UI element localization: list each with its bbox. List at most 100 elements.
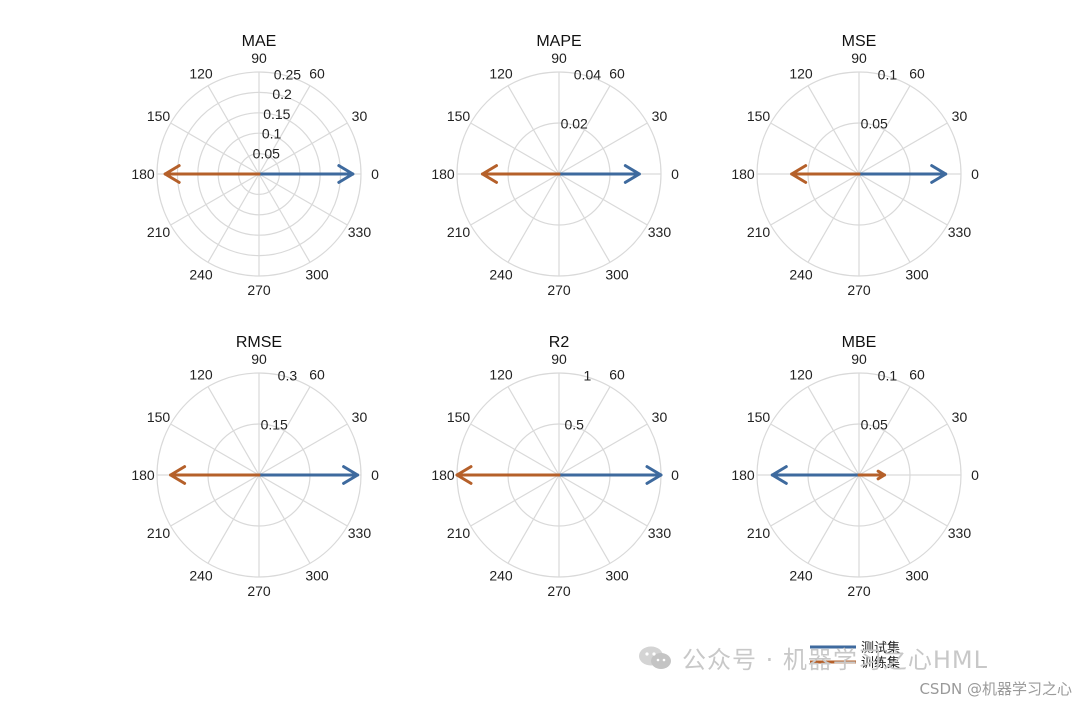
arrow-head	[876, 469, 886, 481]
series-arrow	[481, 164, 561, 184]
angle-tick-label: 60	[909, 367, 925, 383]
angle-tick-label: 210	[147, 525, 171, 541]
polar-chart-mae: 0 30 60 90 120 150 180 210 240 270 300 330 0.05 0.1 0.…	[131, 33, 379, 298]
arrow-head	[481, 164, 498, 184]
series-arrow	[790, 164, 861, 184]
angular-gridline	[558, 122, 648, 175]
angle-tick-label: 240	[789, 266, 813, 282]
angular-gridline	[207, 386, 260, 476]
angle-tick-label: 210	[447, 525, 471, 541]
radial-tick-label: 0.02	[561, 116, 588, 132]
angle-tick-label: 0	[371, 467, 379, 483]
angle-tick-label: 90	[851, 50, 867, 66]
series-arrow	[557, 465, 663, 485]
angle-tick-label: 120	[789, 367, 813, 383]
angle-tick-label: 300	[305, 266, 329, 282]
arrow-head	[770, 465, 788, 485]
angle-tick-label: 0	[671, 166, 679, 182]
series-arrow	[455, 465, 561, 485]
angle-tick-label: 180	[431, 166, 455, 182]
angle-tick-label: 210	[747, 224, 771, 240]
angle-tick-label: 90	[551, 50, 567, 66]
angle-tick-label: 240	[489, 266, 513, 282]
angle-tick-label: 240	[189, 266, 213, 282]
angular-gridline	[258, 173, 348, 226]
angular-gridline	[470, 173, 560, 226]
angular-gridline	[470, 122, 560, 175]
angle-tick-label: 240	[489, 567, 513, 583]
angle-tick-label: 270	[247, 583, 271, 599]
angular-gridline	[507, 386, 560, 476]
radial-tick-label: 0.25	[274, 66, 301, 82]
angular-gridline	[807, 85, 860, 175]
angular-gridline	[170, 423, 260, 476]
angular-gridline	[558, 386, 611, 476]
angular-gridline	[170, 173, 260, 226]
series-arrow	[163, 164, 261, 184]
angle-tick-label: 90	[251, 50, 267, 66]
angle-tick-label: 240	[189, 567, 213, 583]
wechat-icon	[638, 645, 672, 671]
series-arrow	[770, 465, 861, 485]
angular-gridline	[470, 423, 560, 476]
angular-gridline	[858, 474, 911, 564]
arrow-head	[169, 465, 187, 485]
angular-gridline	[558, 474, 611, 564]
angle-tick-label: 300	[605, 567, 629, 583]
polar-chart-rmse: 0 30 60 90 120 150 180 210 240 270 300 330 0.15 0.3 RM…	[131, 334, 379, 599]
arrow-head	[337, 164, 355, 184]
angle-tick-label: 120	[189, 367, 213, 383]
angle-tick-label: 120	[189, 66, 213, 82]
angular-gridline	[807, 474, 860, 564]
angle-tick-label: 300	[605, 266, 629, 282]
angular-gridline	[170, 122, 260, 175]
angular-gridline	[507, 85, 560, 175]
angle-tick-label: 330	[948, 224, 972, 240]
angular-gridline	[858, 85, 911, 175]
arrow-head	[645, 465, 663, 485]
angle-tick-label: 30	[652, 409, 668, 425]
angular-gridline	[807, 386, 860, 476]
angle-tick-label: 300	[905, 567, 929, 583]
chart-title: RMSE	[236, 334, 282, 351]
angle-tick-label: 30	[652, 108, 668, 124]
angular-gridline	[258, 474, 348, 527]
angular-gridline	[558, 173, 648, 226]
angular-gridline	[258, 85, 311, 175]
angle-tick-label: 300	[905, 266, 929, 282]
radial-tick-label: 0.2	[272, 86, 292, 102]
angle-tick-label: 150	[147, 108, 171, 124]
angular-gridline	[770, 474, 860, 527]
angular-gridline	[258, 423, 348, 476]
angle-tick-label: 240	[789, 567, 813, 583]
angle-tick-label: 180	[731, 166, 755, 182]
radial-tick-label: 1	[584, 367, 592, 383]
chart-title: MBE	[842, 334, 877, 351]
angular-gridline	[507, 474, 560, 564]
angle-tick-label: 60	[309, 367, 325, 383]
angular-gridline	[807, 173, 860, 263]
angular-gridline	[770, 122, 860, 175]
angle-tick-label: 0	[971, 467, 979, 483]
polar-chart-r2: 0 30 60 90 120 150 180 210 240 270 300 330 0.5 1 R2	[431, 334, 679, 599]
angle-tick-label: 210	[747, 525, 771, 541]
angular-gridline	[258, 474, 311, 564]
legend-label: 训练集	[861, 655, 900, 671]
series-arrow	[857, 164, 948, 184]
angular-gridline	[558, 85, 611, 175]
angle-tick-label: 90	[851, 351, 867, 367]
angle-tick-label: 180	[131, 166, 155, 182]
angle-tick-label: 330	[948, 525, 972, 541]
angle-tick-label: 180	[731, 467, 755, 483]
angle-tick-label: 30	[352, 409, 368, 425]
polar-chart-mbe: 0 30 60 90 120 150 180 210 240 270 300 330 0.05 0.1MB…	[731, 334, 979, 599]
angular-gridline	[558, 173, 611, 263]
angular-gridline	[858, 173, 911, 263]
angle-tick-label: 270	[247, 282, 271, 298]
chart-title: MAE	[242, 33, 277, 50]
angle-tick-label: 330	[648, 224, 672, 240]
series-arrow	[857, 469, 886, 481]
radial-tick-label: 0.05	[253, 145, 280, 161]
